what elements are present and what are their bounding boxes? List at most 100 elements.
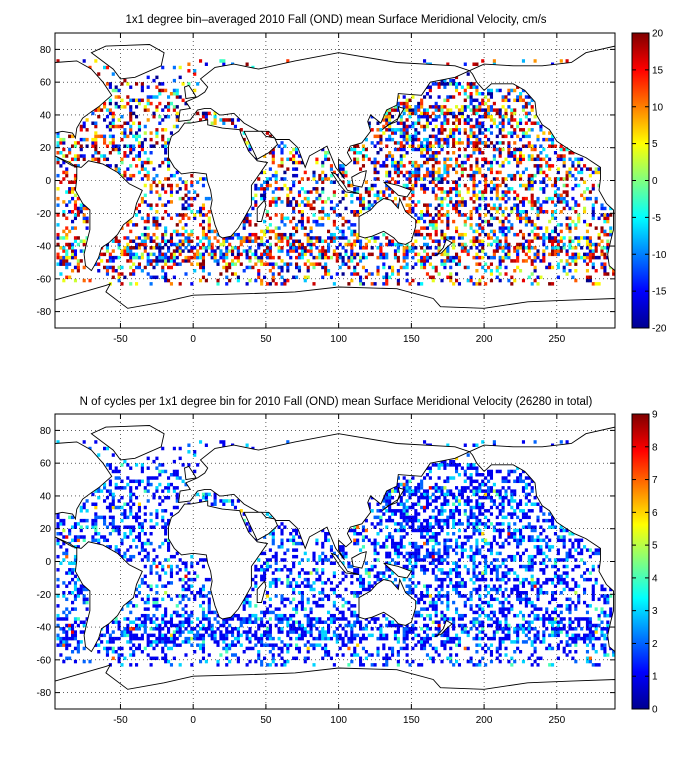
data-cell xyxy=(434,108,438,112)
data-cell xyxy=(460,164,464,168)
data-cell xyxy=(513,249,517,253)
data-cell xyxy=(402,183,406,188)
data-cell xyxy=(393,242,398,247)
data-cell xyxy=(489,118,494,122)
data-cell xyxy=(492,255,496,260)
data-cell xyxy=(361,147,366,152)
data-cell xyxy=(405,262,409,266)
data-cell xyxy=(553,236,558,240)
data-cell xyxy=(135,154,139,158)
data-cell xyxy=(606,620,610,624)
data-cell xyxy=(455,128,459,132)
data-cell xyxy=(236,627,240,631)
data-cell xyxy=(248,278,252,283)
data-cell xyxy=(161,239,165,243)
data-cell xyxy=(94,137,98,142)
data-cell xyxy=(437,180,441,184)
data-cell xyxy=(402,252,406,257)
data-cell xyxy=(265,633,270,638)
data-cell xyxy=(271,200,275,204)
data-cell xyxy=(324,151,328,155)
data-cell xyxy=(591,206,595,211)
data-cell xyxy=(475,269,479,273)
data-cell xyxy=(565,193,569,198)
data-cell xyxy=(126,630,130,634)
data-cell xyxy=(274,623,278,628)
data-cell xyxy=(449,157,453,162)
data-cell xyxy=(161,144,165,148)
data-cell xyxy=(216,239,220,243)
data-cell xyxy=(356,144,360,148)
data-cell xyxy=(158,630,162,634)
data-cell xyxy=(350,193,354,198)
data-cell xyxy=(103,118,107,122)
data-cell xyxy=(359,640,363,644)
data-cell xyxy=(457,183,462,188)
data-cell xyxy=(571,196,575,201)
data-cell xyxy=(137,262,142,266)
data-cell xyxy=(585,246,590,250)
data-cell xyxy=(443,196,447,201)
data-cell xyxy=(475,141,479,145)
data-cell xyxy=(379,246,383,250)
data-cell xyxy=(568,226,572,230)
data-cell xyxy=(402,147,406,152)
data-cell xyxy=(82,213,86,217)
data-cell xyxy=(280,613,284,618)
data-cell xyxy=(472,193,476,198)
data-cell xyxy=(425,147,430,152)
coastline xyxy=(468,33,616,272)
data-cell xyxy=(280,600,284,605)
data-cell xyxy=(600,252,604,257)
data-cell xyxy=(487,223,491,227)
data-cell xyxy=(172,262,176,266)
data-cell xyxy=(222,62,226,66)
data-cell xyxy=(283,170,287,175)
data-cell xyxy=(434,177,438,181)
data-cell xyxy=(56,151,60,155)
data-cell xyxy=(193,69,197,73)
data-cell xyxy=(609,232,613,237)
data-cell xyxy=(242,604,246,608)
data-cell xyxy=(446,157,450,162)
data-cell xyxy=(184,259,188,263)
data-cell xyxy=(507,105,511,109)
data-cell xyxy=(475,239,479,243)
data-cell xyxy=(184,640,188,644)
data-cell xyxy=(475,282,479,286)
data-cell xyxy=(597,623,601,628)
data-cell xyxy=(140,85,144,89)
data-cell xyxy=(216,613,220,618)
data-cell xyxy=(91,144,95,148)
data-cell xyxy=(455,272,459,276)
data-cell xyxy=(309,236,313,240)
data-cell xyxy=(606,653,610,657)
data-cell xyxy=(524,640,528,644)
data-cell xyxy=(201,242,206,247)
data-cell xyxy=(161,88,165,93)
data-cell xyxy=(274,663,278,667)
colorbar-tick-label: -20 xyxy=(652,324,667,335)
data-cell xyxy=(571,633,575,638)
data-cell xyxy=(402,164,406,168)
data-cell xyxy=(239,262,243,266)
data-cell xyxy=(443,164,447,168)
data-cell xyxy=(452,141,456,145)
data-cell xyxy=(338,594,342,598)
data-cell xyxy=(335,236,339,240)
data-cell xyxy=(268,643,272,647)
data-cell xyxy=(516,213,520,217)
data-cell xyxy=(466,252,470,257)
data-cell xyxy=(62,154,66,158)
data-cell xyxy=(417,663,421,667)
data-cell xyxy=(475,167,479,171)
data-cell xyxy=(498,623,502,628)
data-cell xyxy=(583,636,587,641)
data-cell xyxy=(315,180,319,184)
data-cell xyxy=(385,128,389,132)
data-cell xyxy=(440,259,444,263)
data-cell xyxy=(376,128,380,132)
data-cell xyxy=(580,193,584,198)
data-cell xyxy=(280,269,284,273)
data-cell xyxy=(423,242,427,247)
